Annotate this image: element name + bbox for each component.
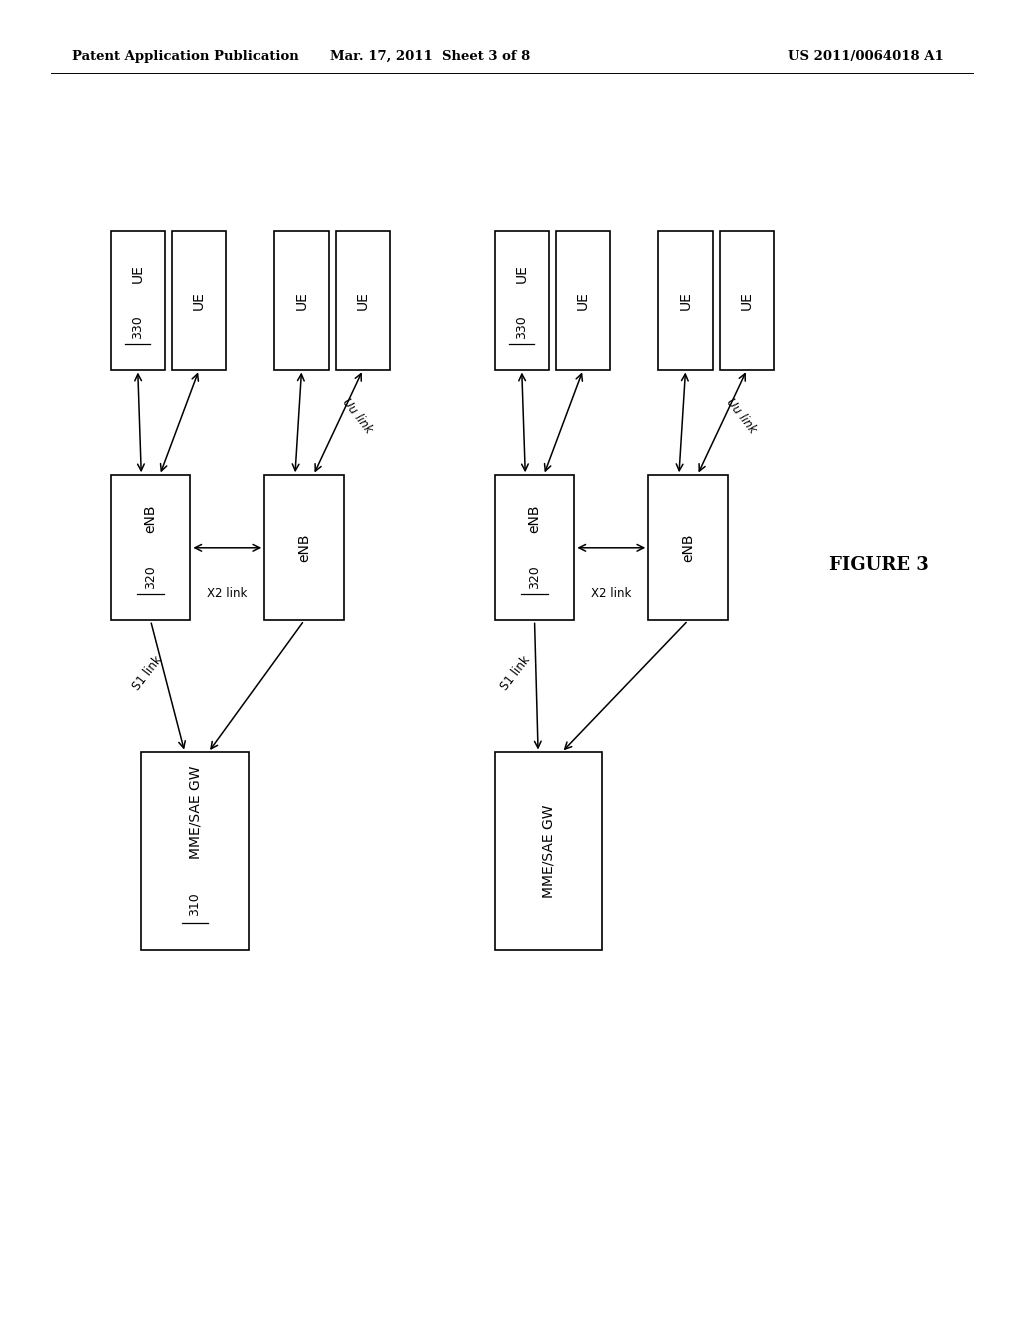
Text: Patent Application Publication: Patent Application Publication (72, 50, 298, 63)
Bar (495, 231, 549, 370)
Text: eNB: eNB (143, 504, 158, 533)
Text: X2 link: X2 link (591, 587, 632, 601)
Text: 330: 330 (131, 315, 144, 338)
Text: S1 link: S1 link (130, 653, 165, 693)
Text: 310: 310 (188, 892, 202, 916)
Bar (495, 752, 602, 950)
Text: US 2011/0064018 A1: US 2011/0064018 A1 (788, 50, 944, 63)
Text: UE: UE (193, 290, 206, 310)
Text: S1 link: S1 link (499, 653, 534, 693)
Text: Uu link: Uu link (724, 396, 759, 436)
Text: UE: UE (295, 290, 308, 310)
Text: MME/SAE GW: MME/SAE GW (542, 805, 555, 898)
Text: MME/SAE GW: MME/SAE GW (188, 766, 202, 858)
Bar (556, 231, 610, 370)
Text: UE: UE (679, 290, 692, 310)
Bar (720, 231, 774, 370)
Bar (172, 231, 226, 370)
Text: Uu link: Uu link (340, 396, 375, 436)
Text: 330: 330 (515, 315, 528, 338)
Text: FIGURE 3: FIGURE 3 (828, 556, 929, 574)
Bar (111, 475, 190, 620)
Bar (495, 475, 574, 620)
Text: eNB: eNB (527, 504, 542, 533)
Text: UE: UE (131, 264, 144, 284)
Text: 320: 320 (144, 565, 157, 589)
Text: UE: UE (515, 264, 528, 284)
Text: UE: UE (740, 290, 754, 310)
Bar (111, 231, 165, 370)
Text: X2 link: X2 link (207, 587, 248, 601)
Bar (264, 475, 344, 620)
Bar (648, 475, 728, 620)
Bar (141, 752, 249, 950)
Text: eNB: eNB (297, 533, 311, 562)
Text: Mar. 17, 2011  Sheet 3 of 8: Mar. 17, 2011 Sheet 3 of 8 (330, 50, 530, 63)
Text: 320: 320 (528, 565, 541, 589)
Text: UE: UE (577, 290, 590, 310)
Text: UE: UE (356, 290, 370, 310)
Bar (658, 231, 713, 370)
Bar (336, 231, 390, 370)
Text: eNB: eNB (681, 533, 695, 562)
Bar (274, 231, 329, 370)
